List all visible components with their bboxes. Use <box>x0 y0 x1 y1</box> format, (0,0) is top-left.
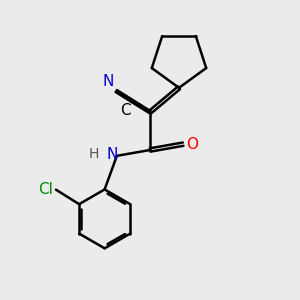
Text: O: O <box>187 137 199 152</box>
Text: N: N <box>102 74 114 89</box>
Text: Cl: Cl <box>38 182 53 197</box>
Text: N: N <box>106 147 118 162</box>
Text: C: C <box>120 103 130 118</box>
Text: H: H <box>89 147 99 161</box>
